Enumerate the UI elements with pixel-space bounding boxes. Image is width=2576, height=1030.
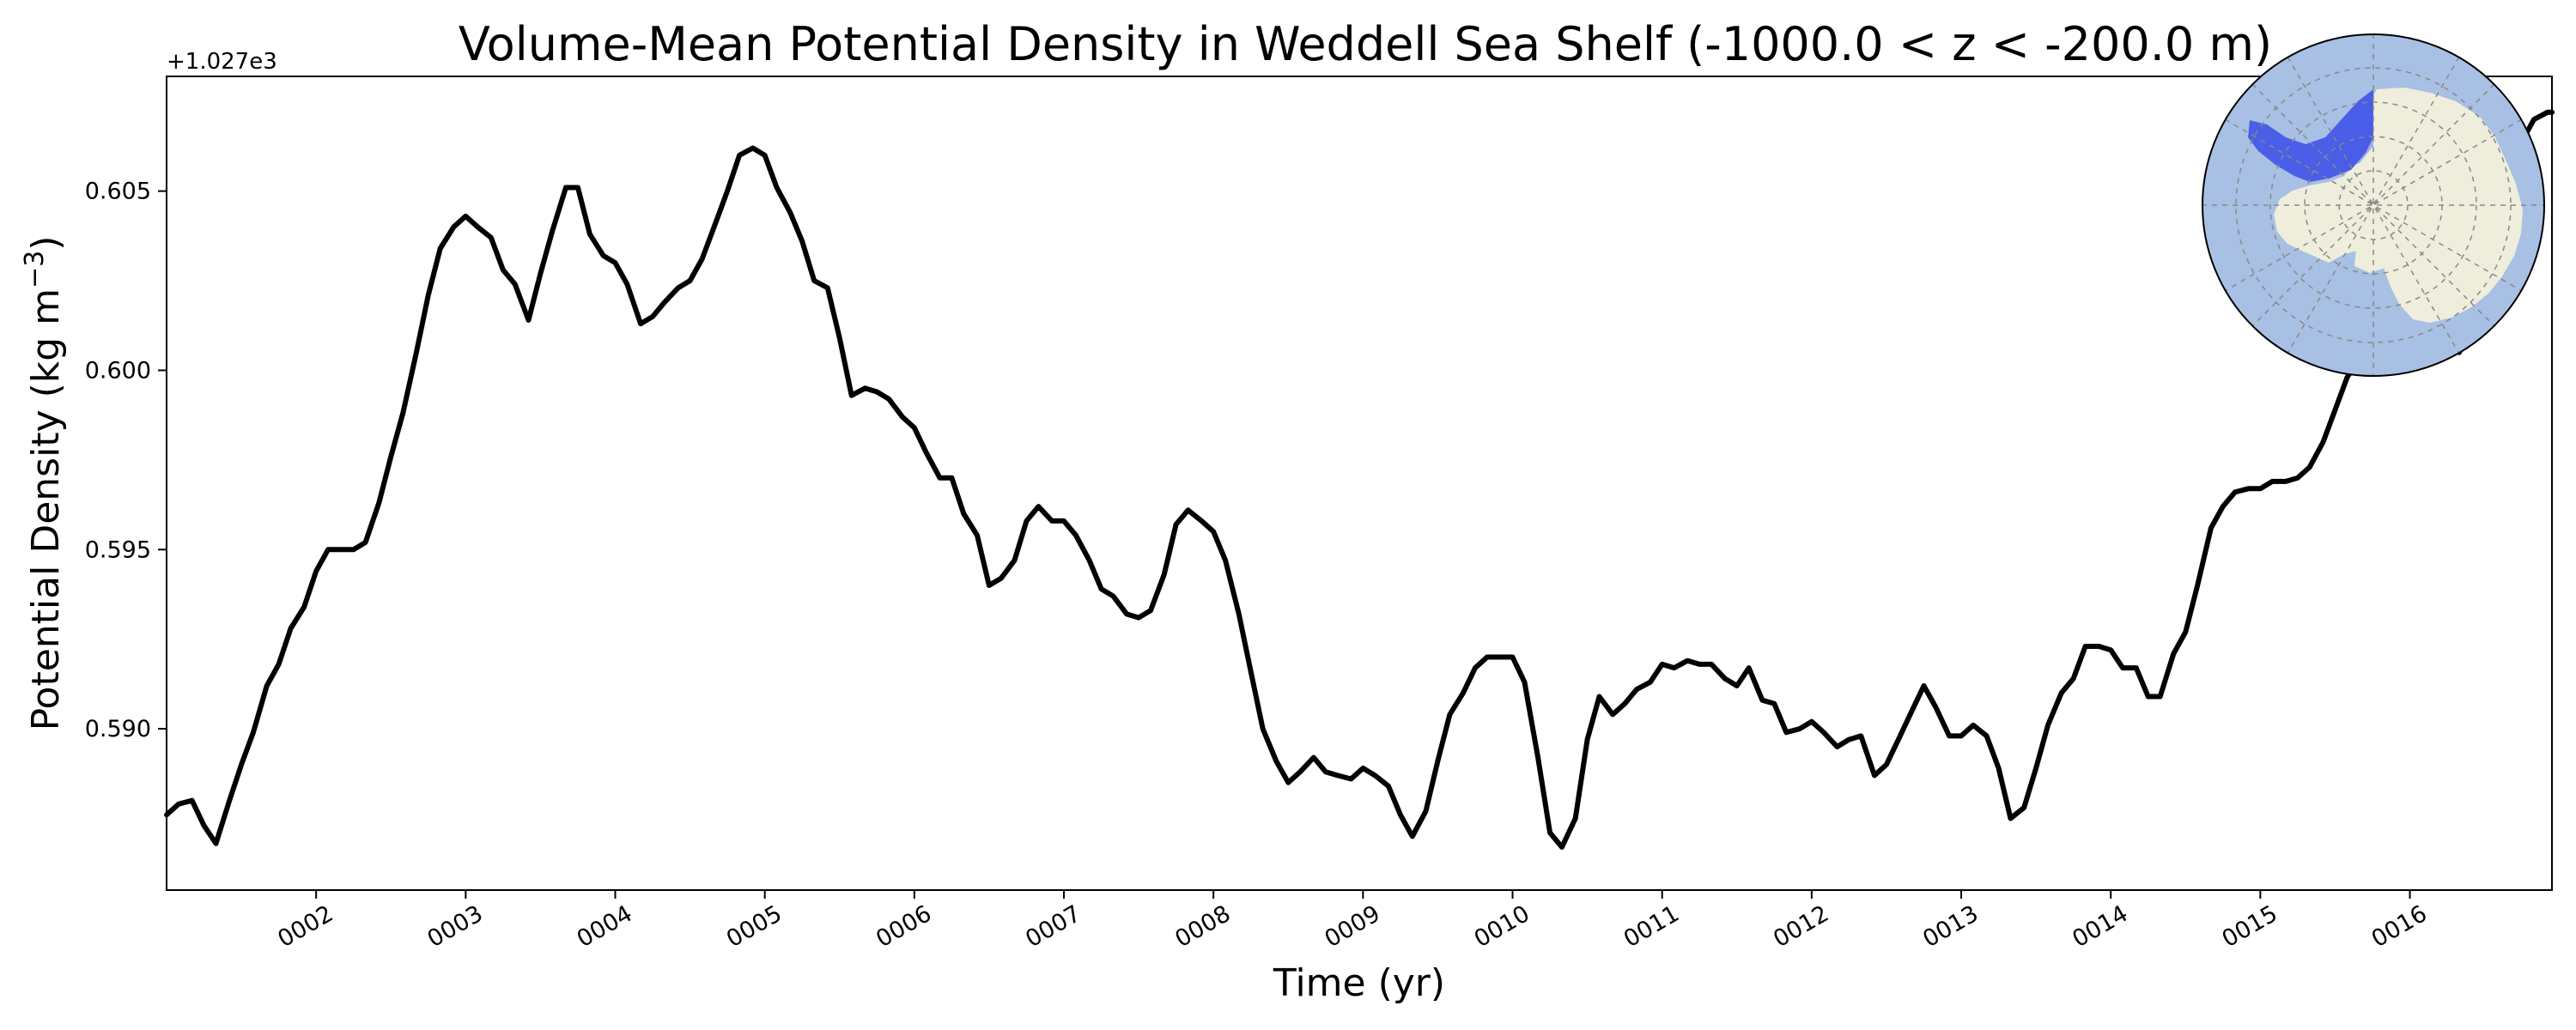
map-ross-ice-shelf	[2354, 242, 2387, 273]
y-tick-label: 0.590	[85, 716, 151, 742]
y-axis: 0.590 0.595 0.600 0.605	[85, 179, 167, 742]
y-axis-label-close: )	[24, 236, 68, 251]
series-line-0	[164, 109, 2555, 850]
y-tick-label: 0.605	[85, 179, 151, 205]
y-axis-label-superscript: −3	[20, 251, 50, 288]
y-tick-label: 0.600	[85, 357, 151, 384]
axes-frame	[166, 76, 2553, 891]
map-border	[2202, 33, 2545, 377]
y-offset-label: +1.027e3	[167, 49, 277, 75]
y-axis-label-main: Potential Density (kg m	[24, 288, 68, 730]
weddell-sea-shelf-region	[2248, 89, 2373, 182]
chart-title: Volume-Mean Potential Density in Weddell…	[459, 17, 2272, 71]
inset-antarctica-map	[2202, 33, 2545, 377]
map-graticule	[2202, 34, 2544, 376]
x-axis-label: Time (yr)	[1273, 961, 1445, 1005]
plot-area	[164, 109, 2555, 850]
y-axis-label: Potential Density (kg m−3)	[20, 236, 68, 731]
y-tick-label: 0.595	[85, 536, 151, 563]
